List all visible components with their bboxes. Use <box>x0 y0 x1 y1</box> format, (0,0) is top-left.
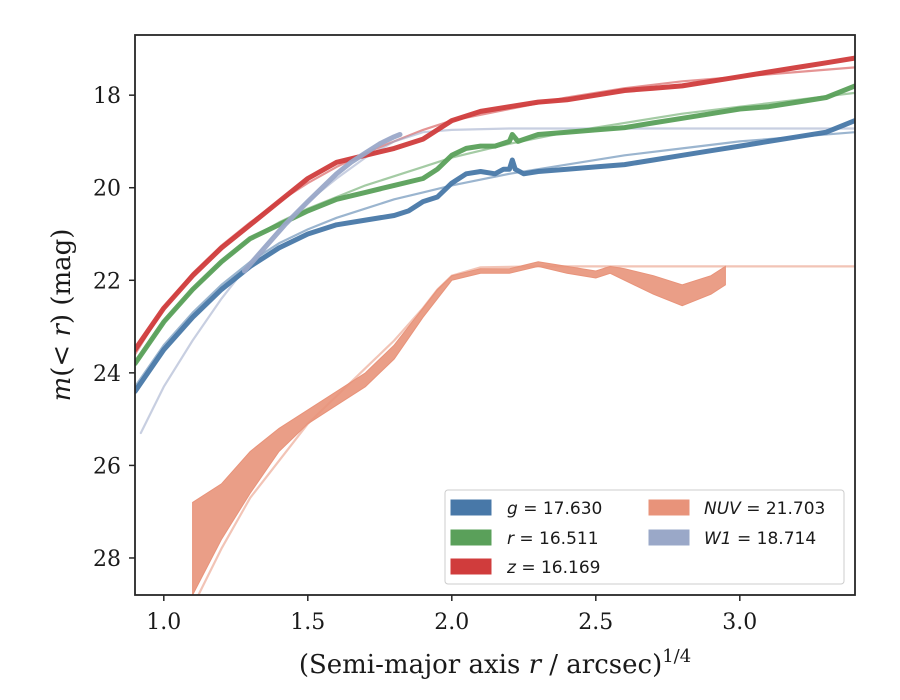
legend-swatch-g <box>450 499 492 516</box>
legend-swatch-nuv <box>648 499 690 516</box>
model-curve-nuv <box>197 265 855 595</box>
legend-swatch-z <box>450 558 492 575</box>
profile-curve-r <box>135 83 855 367</box>
y-tick-label: 26 <box>93 454 121 479</box>
x-tick-label: 2.5 <box>578 610 613 635</box>
legend-entry-r: r = 16.511 <box>507 529 599 549</box>
profile-band-nuv <box>192 261 726 595</box>
plot-area <box>135 55 855 595</box>
legend-swatch-w1 <box>648 529 690 546</box>
y-tick-label: 24 <box>93 362 121 387</box>
y-axis-label: m(< r) (mag) <box>47 229 77 402</box>
y-tick-label: 18 <box>93 84 121 109</box>
legend-entry-g: g = 17.630 <box>507 499 602 519</box>
legend: g = 17.630 r = 16.511 z = 16.169 NUV = 2… <box>444 489 845 585</box>
profile-curve-z <box>135 55 855 353</box>
legend-entry-nuv: NUV = 21.703 <box>704 499 825 519</box>
x-tick-label: 1.5 <box>290 610 325 635</box>
model-curve-g <box>135 131 855 388</box>
x-tick-label: 3.0 <box>722 610 757 635</box>
y-tick-label: 28 <box>93 547 121 572</box>
x-tick-label: 2.0 <box>434 610 469 635</box>
legend-entry-w1: W1 = 18.714 <box>704 529 816 549</box>
y-tick-label: 20 <box>93 177 121 202</box>
profile-curve-g <box>135 118 855 394</box>
x-axis-label-exponent: 1/4 <box>662 646 691 667</box>
plot-frame <box>134 34 856 596</box>
y-axis: 18 20 22 24 26 28 <box>93 84 135 572</box>
legend-box <box>444 489 845 585</box>
profile-curve-w1 <box>241 132 403 274</box>
x-axis: 1.0 1.5 2.0 2.5 3.0 <box>146 595 757 635</box>
x-tick-label: 1.0 <box>146 610 181 635</box>
x-axis-label: (Semi-major axis r / arcsec)1/4 <box>299 646 691 680</box>
legend-swatch-r <box>450 529 492 546</box>
model-curve-w1 <box>139 127 855 435</box>
y-tick-label: 22 <box>93 269 121 294</box>
legend-entry-z: z = 16.169 <box>506 558 600 578</box>
